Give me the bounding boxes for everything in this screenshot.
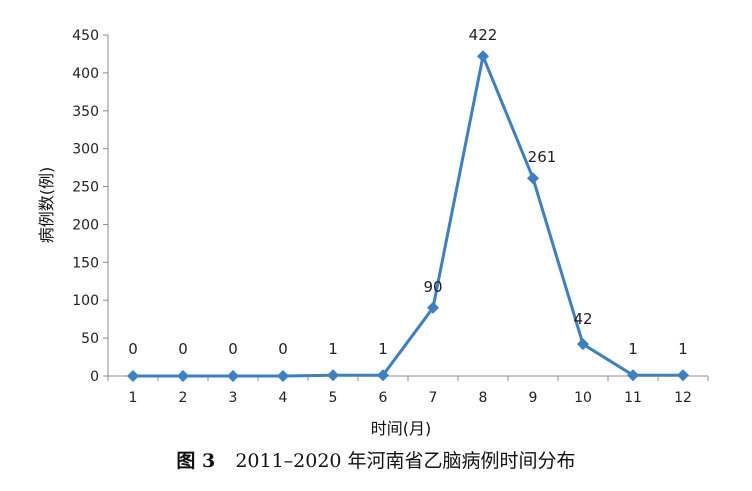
data-point-marker: [227, 370, 239, 382]
x-tick-label: 12: [674, 390, 692, 406]
x-axis: 1 2 3 4 5 6 7 8 9 10 11 12: [107, 375, 709, 406]
y-tick-label: 100: [72, 293, 99, 309]
figure-caption: 图 3 2011–2020 年河南省乙脑病例时间分布: [0, 446, 752, 473]
data-label: 1: [678, 340, 688, 358]
data-label: 1: [378, 340, 388, 358]
data-label: 0: [278, 340, 288, 358]
data-label: 0: [228, 340, 238, 358]
data-point-marker: [427, 301, 439, 314]
y-axis-title: 病例数(例): [37, 167, 56, 244]
x-axis-title: 时间(月): [371, 419, 432, 438]
series-markers: [127, 50, 689, 382]
y-tick-label: 200: [72, 217, 99, 233]
x-tick-label: 4: [279, 390, 288, 406]
x-tick-label: 9: [529, 390, 538, 406]
x-tick-label: 2: [179, 390, 188, 406]
data-label: 1: [628, 340, 638, 358]
y-tick-label: 150: [72, 255, 99, 271]
data-label: 42: [573, 310, 592, 328]
y-tick-label: 350: [72, 104, 99, 120]
series-line: [133, 54, 683, 378]
data-label: 0: [128, 340, 138, 358]
data-point-marker: [177, 370, 189, 382]
data-labels: 0 0 0 0 1 1 90 422 261 42 1 1: [128, 26, 688, 358]
data-label: 261: [528, 148, 557, 166]
series-polyline: [133, 54, 683, 378]
x-tick-label: 7: [429, 390, 438, 406]
figure-number: 图 3: [176, 450, 216, 472]
data-point-marker: [627, 369, 639, 382]
data-point-marker: [527, 172, 539, 185]
y-axis: 0 50 100 150 200 250 300 350 400 450: [72, 28, 109, 385]
x-tick-label: 5: [329, 390, 338, 406]
data-label: 422: [469, 26, 498, 44]
data-point-marker: [327, 369, 339, 382]
data-label: 1: [328, 340, 338, 358]
x-tick-label: 10: [574, 390, 592, 406]
data-point-marker: [477, 50, 489, 63]
x-tick-label: 11: [624, 390, 642, 406]
x-tick-label: 8: [479, 390, 488, 406]
x-tick-label: 6: [379, 390, 388, 406]
data-point-marker: [377, 369, 389, 382]
data-label: 0: [178, 340, 188, 358]
data-point-marker: [677, 369, 689, 382]
data-point-marker: [127, 370, 139, 382]
figure-caption-text: 2011–2020 年河南省乙脑病例时间分布: [235, 450, 576, 472]
y-tick-label: 0: [90, 369, 99, 385]
y-tick-label: 50: [81, 331, 99, 347]
y-tick-label: 400: [72, 66, 99, 82]
y-tick-label: 300: [72, 142, 99, 158]
x-tick-label: 3: [229, 390, 238, 406]
data-point-marker: [277, 370, 289, 382]
data-point-marker: [577, 338, 589, 351]
y-tick-label: 250: [72, 180, 99, 196]
y-tick-label: 450: [72, 28, 99, 44]
x-tick-label: 1: [129, 390, 138, 406]
data-label: 90: [423, 278, 442, 296]
